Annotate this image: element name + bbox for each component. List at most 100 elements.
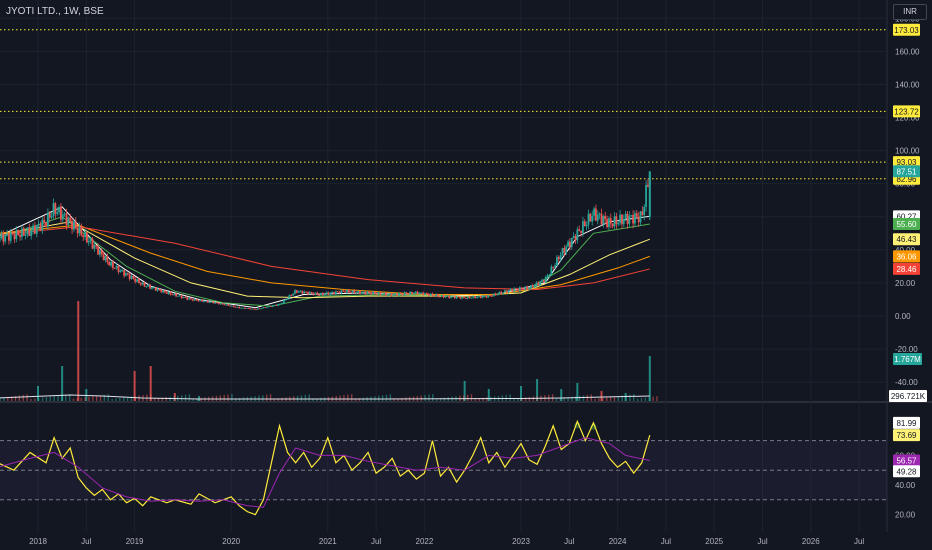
candle-body (305, 291, 308, 293)
candle-body (394, 293, 397, 295)
candle-body (372, 291, 374, 295)
symbol-title[interactable]: JYOTI LTD., 1W, BSE (6, 6, 104, 17)
candle-body (212, 301, 215, 304)
volume-bar (381, 395, 384, 401)
candle-body (427, 293, 430, 296)
candle-body (333, 291, 335, 294)
candle-body (645, 184, 647, 207)
candle-body (223, 304, 226, 306)
candle-body (312, 293, 315, 295)
volume-bar (629, 394, 631, 401)
candle-body (325, 292, 328, 295)
candle-body (507, 290, 510, 293)
level-tag (893, 105, 920, 118)
candle-body (424, 293, 426, 296)
candle-body (279, 303, 282, 305)
volume-bar (258, 395, 260, 401)
candle-body (522, 288, 525, 290)
y-tick-label: 160.00 (895, 47, 920, 56)
volume-bar (474, 398, 477, 401)
candle-body (288, 295, 291, 299)
candle-body (299, 290, 302, 292)
candle-body (635, 213, 638, 217)
candle-body (243, 307, 246, 309)
candle-body (444, 296, 447, 298)
candle-body (316, 292, 319, 295)
candle-body (24, 234, 27, 236)
price-tag (893, 233, 920, 246)
candle-body (262, 307, 265, 309)
candle-body (102, 254, 105, 261)
candle-body (154, 287, 157, 291)
candle-body (4, 235, 7, 242)
price-tag (893, 262, 920, 275)
currency-selector[interactable]: INR (893, 4, 927, 20)
candle-body (481, 296, 484, 298)
candle-body (180, 295, 183, 299)
candle-body (578, 229, 581, 232)
volume-bar (401, 397, 403, 401)
candle-body (91, 239, 94, 249)
candle-body (418, 292, 421, 295)
volume-bar (598, 398, 600, 401)
level-tag-label: 82.96 (896, 175, 917, 184)
candle-body (492, 293, 495, 297)
volume-bar (38, 398, 40, 401)
volume-bar (45, 397, 48, 401)
candle-body (19, 235, 21, 237)
candle-body (203, 301, 205, 303)
candle-body (477, 296, 480, 297)
volume-bar (652, 396, 654, 401)
candle-body (409, 291, 412, 295)
candle-body (626, 213, 629, 224)
candle-body (110, 262, 112, 266)
volume-bar (482, 397, 484, 401)
candle-body (403, 292, 406, 295)
volume-bar (26, 394, 28, 401)
candle-body (375, 293, 378, 295)
rsi-y-tick-label: 20.00 (895, 511, 916, 520)
volume-bar (517, 398, 519, 401)
candle-body (535, 282, 538, 286)
candle-body (557, 256, 560, 260)
candle-body (193, 299, 196, 301)
volume-bar (551, 394, 554, 401)
volume-ma-line (0, 394, 650, 400)
candle-body (619, 214, 621, 223)
volume-bar (358, 398, 361, 401)
candle-body (21, 228, 23, 237)
candle-body (437, 294, 439, 297)
volume-bar (262, 395, 264, 401)
x-tick-label: Jul (854, 537, 864, 546)
volume-bar (223, 394, 225, 401)
candle-body (455, 296, 458, 299)
volume-bar (586, 394, 589, 401)
candle-body (256, 308, 259, 310)
volume-bar (22, 394, 24, 401)
candle-body (151, 287, 153, 289)
candle-body (528, 288, 530, 290)
candle-body (485, 295, 488, 298)
rsi-value-tag (893, 416, 920, 429)
candle-body (145, 286, 148, 287)
candle-body (303, 291, 306, 294)
candle-body (123, 270, 125, 276)
candle-body (273, 305, 276, 306)
volume-bar (304, 394, 307, 401)
candle-body (35, 225, 38, 234)
candle-body (595, 208, 597, 221)
candle-body (0, 233, 3, 239)
candle-body (41, 219, 44, 231)
volume-bar (95, 395, 98, 401)
candle-body (550, 266, 553, 275)
y-tick-label: -20.00 (895, 345, 918, 354)
candle-body (552, 266, 555, 268)
volume-bar (184, 394, 187, 401)
volume-bar (269, 394, 272, 401)
candle-body (234, 306, 237, 308)
candle-body (353, 290, 356, 294)
volume-ma-tag-label: 296.721K (891, 392, 926, 401)
price-tag-label: 55.60 (896, 220, 917, 229)
volume-bar (520, 386, 522, 401)
